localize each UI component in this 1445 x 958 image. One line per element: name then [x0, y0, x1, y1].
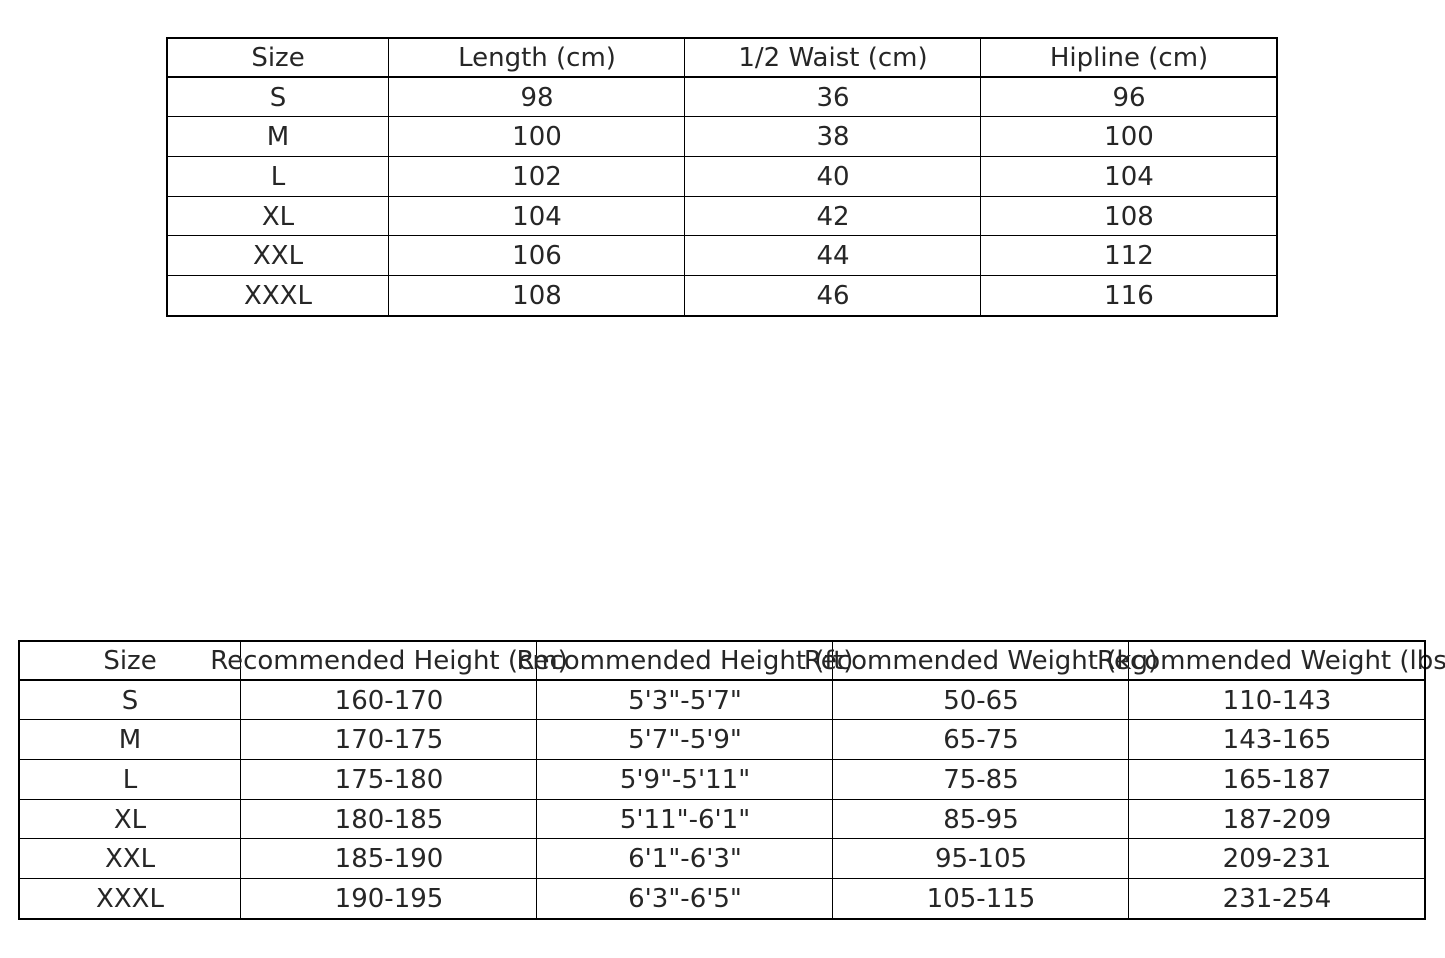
cell-value: XXXL: [244, 281, 312, 312]
cell-value: 185-190: [334, 844, 444, 875]
cell-value: 165-187: [1222, 764, 1332, 795]
cell-value: XXXL: [96, 884, 164, 915]
cell-value: 95-105: [934, 844, 1028, 875]
cell-value: XL: [261, 201, 295, 232]
cell-value: M: [266, 122, 290, 153]
cell-value: 6'3"-6'5": [628, 884, 742, 915]
cell-value: M: [118, 725, 142, 756]
cell-value: 106: [512, 241, 562, 272]
cell-value: 116: [1104, 281, 1154, 312]
cell-value: XL: [113, 804, 147, 835]
column-header: Size: [251, 42, 305, 73]
cell-value: 96: [1112, 82, 1146, 113]
cell-value: 170-175: [334, 725, 444, 756]
cell-value: 44: [816, 241, 850, 272]
cell-value: 40: [816, 161, 850, 192]
cell-value: 104: [512, 201, 562, 232]
cell-value: 108: [512, 281, 562, 312]
cell-value: 209-231: [1222, 844, 1332, 875]
cell-value: 112: [1104, 241, 1154, 272]
cell-value: L: [270, 161, 286, 192]
cell-value: 38: [816, 122, 850, 153]
column-header: Hipline (cm): [1049, 42, 1209, 73]
cell-value: 5'11"-6'1": [619, 804, 751, 835]
cell-value: S: [269, 82, 287, 113]
column-header: Recommended Height (ft): [516, 645, 854, 676]
cell-value: 100: [512, 122, 562, 153]
table-border: [165, 36, 1279, 318]
table-border: [17, 639, 1427, 921]
cell-value: 110-143: [1222, 685, 1332, 716]
cell-value: 50-65: [943, 685, 1019, 716]
cell-value: 36: [816, 82, 850, 113]
cell-value: 160-170: [334, 685, 444, 716]
cell-value: 5'9"-5'11": [619, 764, 751, 795]
cell-value: 187-209: [1222, 804, 1332, 835]
cell-value: 143-165: [1222, 725, 1332, 756]
column-header: 1/2 Waist (cm): [738, 42, 928, 73]
cell-value: 105-115: [926, 884, 1036, 915]
cell-value: 46: [816, 281, 850, 312]
cell-value: 180-185: [334, 804, 444, 835]
cell-value: 100: [1104, 122, 1154, 153]
column-header: Size: [103, 645, 157, 676]
cell-value: 6'1"-6'3": [628, 844, 742, 875]
cell-value: S: [121, 685, 139, 716]
cell-value: 98: [520, 82, 554, 113]
column-header: Recommended Weight (kg): [803, 645, 1159, 676]
cell-value: L: [122, 764, 138, 795]
cell-value: 102: [512, 161, 562, 192]
cell-value: 231-254: [1222, 884, 1332, 915]
cell-value: 85-95: [943, 804, 1019, 835]
cell-value: 104: [1104, 161, 1154, 192]
cell-value: 108: [1104, 201, 1154, 232]
column-header: Recommended Height (cm): [210, 645, 568, 676]
cell-value: XXL: [104, 844, 156, 875]
cell-value: 5'7"-5'9": [628, 725, 742, 756]
cell-value: 175-180: [334, 764, 444, 795]
cell-value: 190-195: [334, 884, 444, 915]
cell-value: 42: [816, 201, 850, 232]
cell-value: 75-85: [943, 764, 1019, 795]
cell-value: 5'3"-5'7": [628, 685, 742, 716]
cell-value: 65-75: [943, 725, 1019, 756]
column-header: Recommended Weight (lbs): [1097, 645, 1445, 676]
cell-value: XXL: [252, 241, 304, 272]
column-header: Length (cm): [458, 42, 616, 73]
